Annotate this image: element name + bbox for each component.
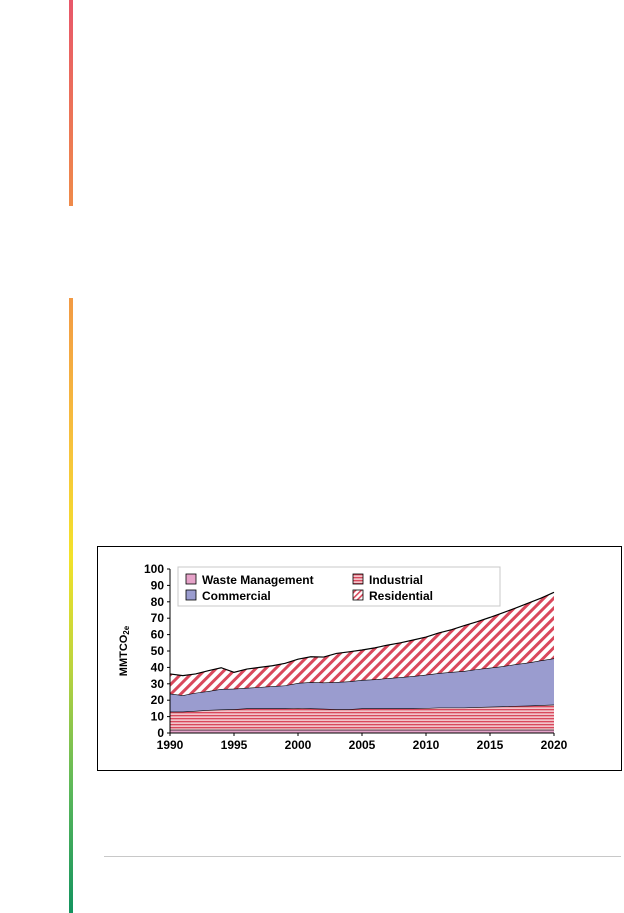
- legend-label-residential: Residential: [369, 589, 433, 603]
- x-tick-label: 2010: [413, 738, 440, 752]
- x-tick-label: 2005: [349, 738, 376, 752]
- area-top-line-residential: [169, 591, 555, 677]
- area-residential: [170, 592, 554, 696]
- area-industrial: [170, 704, 554, 730]
- chart-legend: Waste Management Industrial Commercial Resi…: [177, 566, 501, 607]
- x-tick-label: 2000: [285, 738, 312, 752]
- y-axis-title: MMTCO2e: [118, 625, 131, 676]
- y-tick-label: 80: [151, 595, 165, 609]
- y-tick-label: 10: [151, 710, 165, 724]
- legend-swatch-waste-management: [185, 573, 197, 585]
- y-tick-label: 100: [144, 562, 164, 576]
- y-tick-label: 70: [151, 611, 165, 625]
- legend-label-waste-management: Waste Management: [202, 573, 314, 587]
- y-tick-label: 20: [151, 693, 165, 707]
- accent-bar-top: [69, 0, 73, 206]
- y-tick-label: 40: [151, 660, 165, 674]
- legend-swatch-industrial: [352, 573, 364, 585]
- legend-swatch-commercial: [185, 589, 197, 601]
- legend-swatch-residential: [352, 589, 364, 601]
- x-tick-label: 1995: [221, 738, 248, 752]
- y-tick-label: 90: [151, 578, 165, 592]
- legend-box: [177, 566, 501, 607]
- x-tick-label: 1990: [157, 738, 184, 752]
- accent-bar-bottom: [69, 298, 73, 913]
- y-tick-label: 50: [151, 644, 165, 658]
- legend-label-industrial: Industrial: [369, 573, 423, 587]
- emissions-stacked-area-chart: 0 10 20 30 40 50 60 70 80 90 100 1990 1995 2000 2005 20…: [118, 562, 568, 752]
- area-waste-management: [170, 729, 554, 733]
- x-tick-label: 2020: [541, 738, 568, 752]
- y-tick-label: 60: [151, 628, 165, 642]
- y-tick-label: 30: [151, 677, 165, 691]
- x-tick-label: 2015: [477, 738, 504, 752]
- footer-divider: [104, 856, 621, 857]
- y-tick-label: 0: [157, 726, 164, 740]
- chart-frame: 0 10 20 30 40 50 60 70 80 90 100 1990 1995 2000 2005 20…: [97, 546, 622, 771]
- legend-label-commercial: Commercial: [202, 589, 271, 603]
